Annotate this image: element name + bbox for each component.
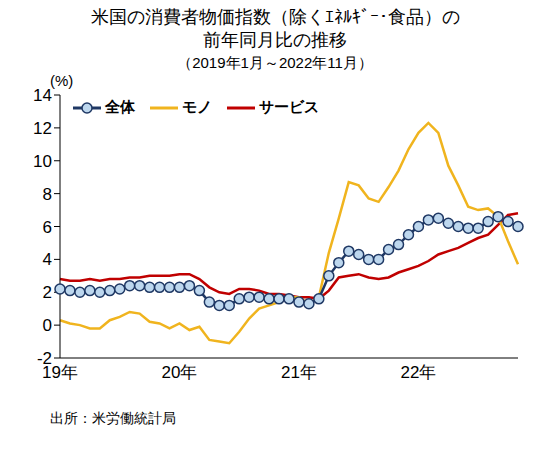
svg-text:6: 6 [43,218,52,237]
html-text:全体: 全体 [105,98,135,115]
svg-text:0: 0 [43,316,52,335]
html-text:（2019年1月～2022年11月）: （2019年1月～2022年11月） [177,54,373,71]
svg-text:2: 2 [43,283,52,302]
svg-text:22年: 22年 [400,363,436,382]
svg-text:8: 8 [43,185,52,204]
html-text:前年同月比の推移: 前年同月比の推移 [203,30,347,50]
svg-text:21年: 21年 [281,363,317,382]
html-text:サービス: サービス [259,98,319,115]
html-text:出所：米労働統計局: 出所：米労働統計局 [50,410,176,426]
svg-text:14: 14 [33,86,52,105]
svg-text:-2: -2 [37,349,52,368]
svg-text:20年: 20年 [162,363,198,382]
svg-text:12: 12 [33,119,52,138]
html-text:米国の消費者物価指数（除くｴﾈﾙｷﾞｰ･食品）の: 米国の消費者物価指数（除くｴﾈﾙｷﾞｰ･食品）の [90,7,460,27]
html-text:モノ: モノ [182,98,212,115]
svg-text:4: 4 [43,250,52,269]
svg-text:10: 10 [33,152,52,171]
svg-text:19年: 19年 [42,363,78,383]
